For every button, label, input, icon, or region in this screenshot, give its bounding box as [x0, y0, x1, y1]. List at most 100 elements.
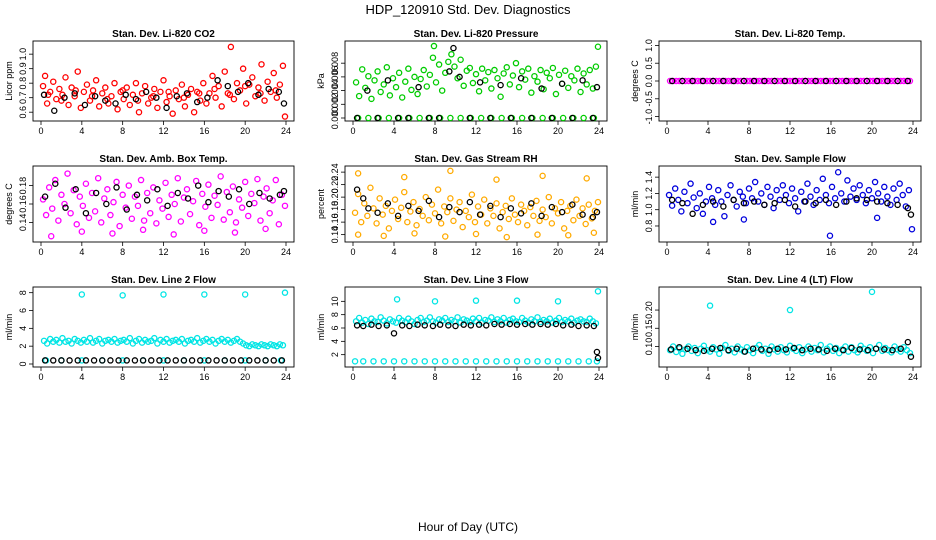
data-point — [252, 92, 259, 100]
data-point — [877, 198, 885, 205]
data-point — [812, 199, 819, 207]
data-point — [759, 77, 766, 85]
data-point — [552, 90, 560, 98]
data-point — [352, 79, 360, 86]
x-tick-label: 8 — [746, 247, 751, 257]
data-point — [871, 178, 879, 186]
data-point — [579, 77, 586, 84]
panel-title: Stan. Dev. Gas Stream RH — [414, 154, 537, 165]
data-point — [103, 200, 110, 208]
data-point — [908, 225, 916, 233]
x-tick-label: 16 — [512, 126, 522, 136]
data-point — [524, 221, 531, 229]
x-tick-label: 8 — [432, 126, 437, 136]
data-point — [538, 85, 545, 92]
data-point — [783, 77, 791, 85]
data-point — [462, 358, 469, 365]
data-point — [906, 349, 914, 357]
data-point — [546, 75, 554, 82]
data-point — [799, 346, 806, 354]
data-point — [88, 92, 96, 100]
data-point — [543, 69, 550, 77]
data-point — [575, 322, 582, 330]
data-point — [551, 205, 559, 212]
data-point — [440, 203, 448, 210]
data-point — [156, 357, 163, 364]
y-axis-label: ml/min — [4, 314, 14, 341]
y-tick-label: 0.004 — [330, 79, 340, 102]
data-point — [894, 201, 901, 209]
y-tick-label: 2 — [330, 352, 340, 357]
data-point — [684, 199, 691, 207]
data-point — [147, 357, 155, 364]
data-point — [102, 97, 109, 104]
data-point — [190, 108, 198, 116]
data-point — [472, 358, 480, 365]
plot-frame — [32, 40, 295, 122]
data-point — [487, 114, 494, 122]
data-point — [530, 212, 537, 220]
data-point — [841, 198, 848, 205]
data-point — [226, 209, 234, 216]
data-point — [765, 350, 772, 358]
data-point — [496, 225, 503, 232]
data-point — [355, 92, 363, 100]
data-point — [125, 182, 133, 189]
data-point — [761, 77, 768, 85]
data-point — [255, 91, 262, 99]
y-tick-label: 0 — [18, 361, 28, 366]
data-point — [472, 297, 480, 304]
y-tick-label: 0.002 — [330, 93, 340, 116]
data-point — [379, 211, 386, 218]
data-point — [109, 230, 116, 237]
data-point — [774, 77, 781, 85]
data-point — [568, 321, 575, 328]
data-point — [407, 208, 414, 215]
data-point — [62, 74, 69, 81]
data-point — [554, 358, 562, 365]
data-point — [131, 357, 139, 364]
data-point — [281, 202, 289, 210]
data-point — [249, 74, 256, 81]
data-point — [513, 321, 521, 328]
data-point — [359, 358, 367, 365]
data-point — [62, 338, 69, 345]
data-point — [229, 357, 237, 364]
x-tick-label: 16 — [826, 126, 836, 136]
data-point — [840, 346, 847, 354]
data-point — [480, 196, 488, 203]
data-point — [56, 85, 63, 93]
data-point — [364, 212, 371, 220]
data-point — [481, 77, 489, 84]
data-point — [552, 320, 560, 328]
data-point — [558, 80, 566, 87]
data-point — [272, 87, 280, 94]
data-point — [151, 334, 158, 342]
data-point — [173, 92, 181, 100]
data-point — [906, 77, 914, 85]
data-point — [201, 291, 208, 298]
data-point — [272, 176, 280, 184]
data-point — [394, 114, 402, 122]
data-point — [706, 302, 714, 309]
y-tick-label: 0.008 — [330, 52, 340, 75]
data-point — [65, 101, 72, 109]
data-point — [205, 181, 212, 188]
data-point — [863, 196, 871, 204]
data-point — [208, 214, 215, 222]
y-axis-label: ml/min — [316, 314, 326, 341]
y-tick-label: 0.16 — [330, 213, 340, 231]
data-point — [144, 100, 152, 107]
data-point — [459, 223, 466, 231]
data-point — [144, 338, 152, 345]
data-point — [239, 65, 247, 72]
data-point — [679, 77, 686, 85]
data-point — [452, 358, 459, 365]
data-point — [375, 322, 382, 330]
data-point — [117, 337, 124, 345]
data-point — [689, 210, 696, 218]
data-point — [454, 314, 461, 321]
data-point — [749, 345, 757, 352]
